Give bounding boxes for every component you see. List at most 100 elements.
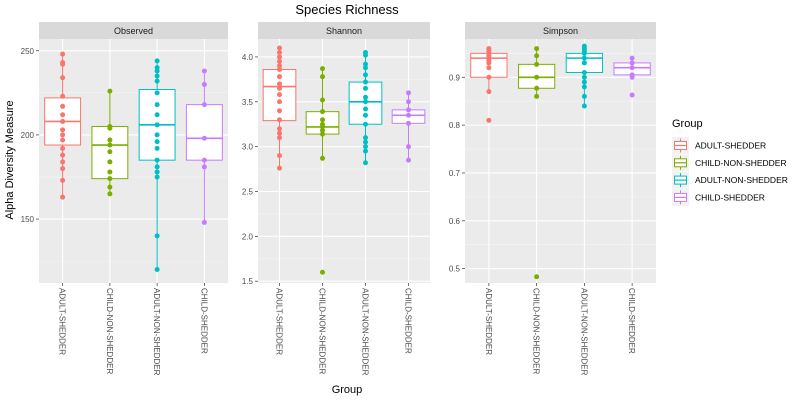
- panel-strip: [39, 22, 228, 39]
- box-adult-shedder: [262, 45, 297, 171]
- data-point: [201, 102, 207, 108]
- data-point: [60, 152, 66, 158]
- data-point: [60, 177, 66, 183]
- x-tick-label: ADULT-SHEDDER: [484, 288, 493, 355]
- data-point: [320, 66, 325, 72]
- data-point: [534, 74, 540, 80]
- data-point: [201, 164, 207, 170]
- data-point: [363, 112, 368, 118]
- data-point: [107, 137, 113, 143]
- data-point: [363, 61, 368, 67]
- data-point: [277, 117, 282, 123]
- data-point: [154, 139, 160, 145]
- box-child-shedder: [391, 90, 426, 163]
- data-point: [486, 60, 492, 66]
- box-adult-non-shedder: [565, 43, 604, 109]
- data-point: [277, 153, 282, 159]
- box-adult-non-shedder: [348, 49, 383, 166]
- data-point: [534, 53, 540, 59]
- legend: Group ADULT-SHEDDER CHILD-NON-SHEDDER ADUL…: [672, 118, 788, 206]
- panel-strip-label: Shannon: [326, 26, 362, 36]
- data-point: [581, 74, 587, 80]
- data-point: [154, 122, 160, 128]
- data-point: [60, 159, 66, 165]
- data-point: [154, 267, 160, 273]
- data-point: [107, 191, 113, 197]
- data-point: [320, 155, 325, 161]
- x-tick-label: CHILD-SHEDDER: [404, 288, 413, 354]
- data-point: [154, 68, 160, 74]
- x-tick-label: CHILD-NON-SHEDDER: [105, 288, 114, 374]
- data-point: [406, 157, 411, 163]
- data-point: [60, 194, 66, 200]
- data-point: [363, 65, 368, 71]
- data-point: [486, 89, 492, 95]
- data-point: [581, 103, 587, 109]
- data-point: [320, 131, 325, 137]
- chart-title: Species Richness: [295, 2, 399, 17]
- data-point: [60, 112, 66, 118]
- data-point: [201, 219, 207, 225]
- data-point: [154, 102, 160, 108]
- data-point: [363, 139, 368, 145]
- data-point: [406, 144, 411, 150]
- box-child-shedder: [185, 68, 223, 225]
- data-point: [581, 79, 587, 85]
- panel-observed: Observed 150 200 250 ADULT-SHEDDER CHILD-NON-…: [21, 22, 228, 376]
- box-child-non-shedder: [517, 46, 556, 280]
- legend-label: CHILD-NON-SHEDDER: [695, 158, 787, 168]
- data-point: [154, 90, 160, 96]
- data-point: [629, 92, 635, 98]
- x-axis-label: Group: [332, 384, 363, 396]
- data-point: [406, 99, 411, 105]
- data-point: [277, 74, 282, 80]
- y-tick-label: 1.5: [242, 277, 254, 286]
- y-tick-label: 2.5: [242, 188, 254, 197]
- data-point: [154, 157, 160, 163]
- data-point: [60, 137, 66, 143]
- data-point: [406, 90, 411, 96]
- data-point: [406, 107, 411, 113]
- data-point: [629, 74, 635, 80]
- data-point: [629, 60, 635, 66]
- data-point: [60, 127, 66, 133]
- data-point: [320, 97, 325, 103]
- data-point: [486, 74, 492, 80]
- data-point: [277, 45, 282, 51]
- data-point: [320, 109, 325, 115]
- data-point: [60, 103, 66, 109]
- x-tick-label: CHILD-SHEDDER: [627, 288, 636, 354]
- legend-entry-adult-non-shedder: ADULT-NON-SHEDDER: [672, 171, 788, 189]
- panel-strip: [258, 22, 430, 39]
- data-point: [60, 132, 66, 138]
- data-point: [154, 132, 160, 138]
- data-point: [154, 73, 160, 79]
- data-point: [277, 165, 282, 171]
- legend-entry-child-non-shedder: CHILD-NON-SHEDDER: [672, 154, 787, 172]
- panel-strip-label: Observed: [114, 26, 153, 36]
- data-point: [629, 65, 635, 71]
- data-point: [60, 145, 66, 151]
- data-point: [60, 166, 66, 172]
- data-point: [277, 81, 282, 87]
- data-point: [277, 135, 282, 141]
- y-tick-label: 250: [21, 47, 35, 56]
- data-point: [277, 58, 282, 64]
- box-adult-shedder: [470, 46, 508, 123]
- data-point: [107, 125, 113, 131]
- data-point: [107, 169, 113, 175]
- data-point: [201, 68, 207, 74]
- y-tick-label: 200: [21, 131, 35, 140]
- data-point: [60, 75, 66, 81]
- data-point: [107, 159, 113, 165]
- legend-entry-adult-shedder: ADULT-SHEDDER: [672, 137, 766, 154]
- y-tick-label: 4.0: [242, 53, 254, 62]
- x-tick-label: ADULT-SHEDDER: [275, 288, 284, 355]
- data-point: [581, 50, 587, 56]
- data-point: [363, 52, 368, 58]
- data-point: [154, 174, 160, 180]
- data-point: [581, 84, 587, 90]
- box-adult-shedder: [44, 51, 82, 200]
